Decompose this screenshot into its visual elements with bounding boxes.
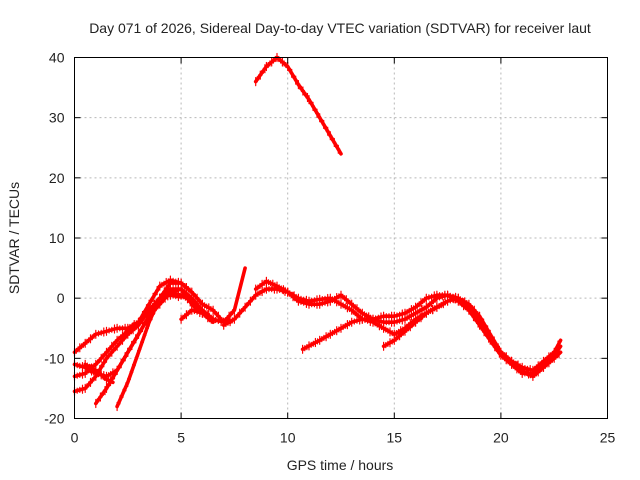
series-samples <box>84 359 112 385</box>
series-samples <box>255 52 341 155</box>
axis-ticks: 0 5 10 15 20 25 -20 -10 0 10 20 30 40 <box>44 50 615 446</box>
y-tick-label: 40 <box>49 50 65 66</box>
series-arc-8 <box>179 305 215 325</box>
y-tick-label: 0 <box>57 290 65 306</box>
x-axis-label: GPS time / hours <box>287 457 394 473</box>
series-samples <box>116 278 191 412</box>
x-tick-label: 10 <box>280 430 296 446</box>
y-tick-label: -20 <box>44 411 64 427</box>
series-samples <box>180 305 212 324</box>
y-axis-label: SDTVAR / TECUs <box>6 182 22 294</box>
series-samples <box>73 290 179 396</box>
y-tick-label: -10 <box>44 350 64 366</box>
y-tick-label: 20 <box>49 170 65 186</box>
x-tick-label: 25 <box>600 430 616 446</box>
grid <box>74 57 608 419</box>
x-tick-label: 0 <box>71 430 79 446</box>
data-series <box>72 52 563 412</box>
series-arc-12 <box>381 302 446 351</box>
series-arc-13 <box>253 52 343 156</box>
x-tick-label: 5 <box>177 430 185 446</box>
x-tick-label: 15 <box>387 430 403 446</box>
y-tick-label: 30 <box>49 110 65 126</box>
y-tick-label: 10 <box>49 230 65 246</box>
x-tick-label: 20 <box>493 430 509 446</box>
series-samples <box>383 302 442 351</box>
chart-title: Day 071 of 2026, Sidereal Day-to-day VTE… <box>89 20 591 36</box>
series-line <box>253 55 343 156</box>
series-arc-7 <box>115 278 194 412</box>
